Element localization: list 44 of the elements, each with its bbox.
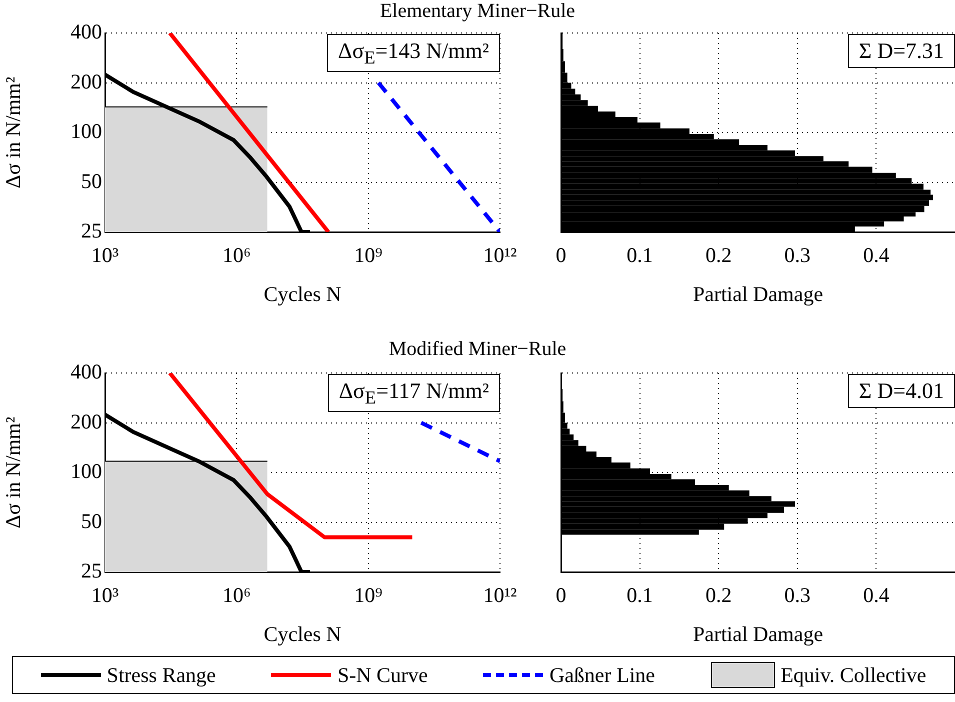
y-tick-label: 25 xyxy=(81,558,102,583)
y-tick-label: 25 xyxy=(81,218,102,243)
x-axis-title: Partial Damage xyxy=(692,282,824,306)
legend-label: Equiv. Collective xyxy=(780,662,926,688)
x-axis-title: Cycles N xyxy=(264,282,342,306)
x-tick-label: 10¹² xyxy=(483,243,517,268)
y-axis-title: Δσ in N/mm² xyxy=(1,76,26,188)
y-tick-label: 50 xyxy=(81,508,102,533)
x-axis-title: Cycles N xyxy=(264,622,342,646)
x-tick-label: 0.2 xyxy=(705,243,732,268)
x-tick-label: 0.1 xyxy=(626,243,653,268)
y-tick-label: 50 xyxy=(81,168,102,193)
y-tick-label: 100 xyxy=(70,119,102,144)
y-axis-title: Δσ in N/mm² xyxy=(1,416,26,528)
y-tick-label: 400 xyxy=(70,360,102,384)
x-tick-label: 10⁹ xyxy=(354,243,382,268)
chart-title: Modified Miner−Rule xyxy=(388,338,568,361)
x-axis-title: Partial Damage xyxy=(692,622,824,646)
x-tick-label: 10³ xyxy=(91,583,119,608)
x-tick-label: 10⁹ xyxy=(354,583,382,608)
legend-label: S-N Curve xyxy=(337,662,428,688)
annotation: Δσ$_{E}$=117 N/mm² xyxy=(328,374,500,412)
y-tick-label: 100 xyxy=(70,459,102,484)
x-tick-label: 0.3 xyxy=(784,243,811,268)
x-tick-label: 0.3 xyxy=(784,583,811,608)
chart-title: Elementary Miner−Rule xyxy=(380,0,576,22)
x-tick-label: 10¹² xyxy=(483,583,517,608)
annotation: Δσ$_{E}$=143 N/mm² xyxy=(327,34,500,72)
annotation: Σ D=4.01 xyxy=(848,374,955,408)
x-tick-label: 0.1 xyxy=(626,583,653,608)
x-tick-label: 10⁶ xyxy=(222,243,251,268)
y-tick-label: 400 xyxy=(70,20,102,44)
x-tick-label: 0 xyxy=(556,243,566,268)
x-tick-label: 0.2 xyxy=(705,583,732,608)
x-tick-label: 0 xyxy=(556,583,566,608)
y-tick-label: 200 xyxy=(70,409,102,434)
x-tick-label: 10⁶ xyxy=(222,583,251,608)
x-tick-label: 0.4 xyxy=(863,583,890,608)
legend-label: Stress Range xyxy=(106,662,216,688)
x-tick-label: 0.4 xyxy=(863,243,890,268)
annotation: Σ D=7.31 xyxy=(848,34,955,68)
x-tick-label: 10³ xyxy=(91,243,119,268)
y-tick-label: 200 xyxy=(70,69,102,94)
legend-label: Gaßner Line xyxy=(549,662,655,688)
